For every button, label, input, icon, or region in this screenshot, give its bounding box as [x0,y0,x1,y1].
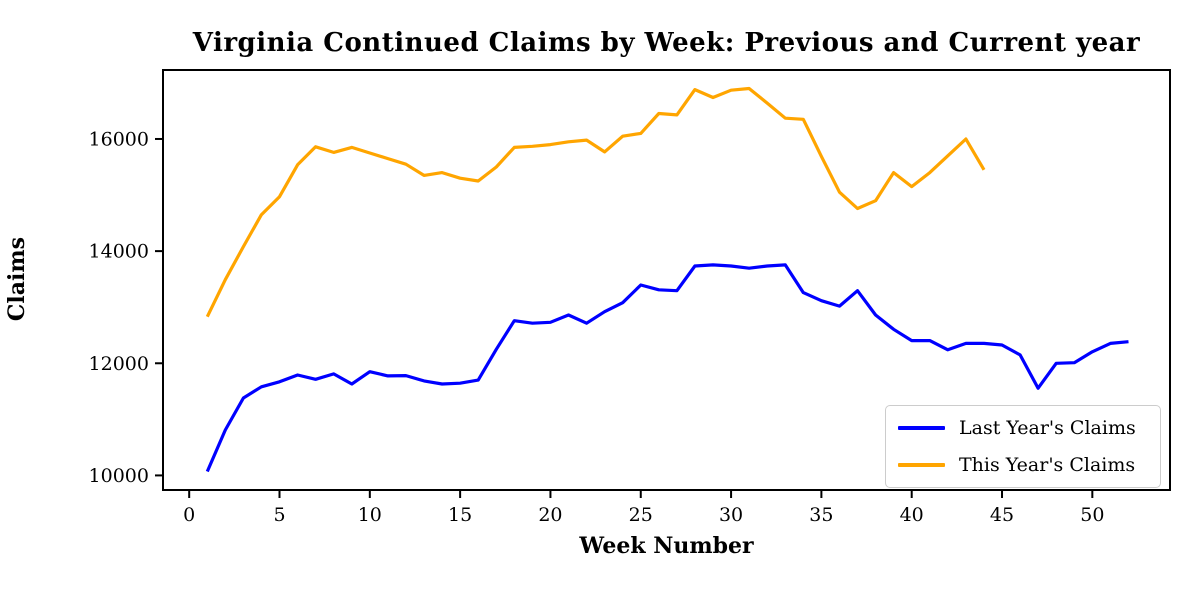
line-last-year-claims [205,263,1129,473]
legend-line-last-year-icon [898,426,945,431]
y-tick-label: 14000 [89,241,149,263]
legend-label-this-year: This Year's Claims [959,453,1136,476]
x-tick-label: 35 [809,504,833,526]
y-tick-label: 10000 [89,465,149,487]
legend-entry-last-year: Last Year's Claims [898,412,1148,445]
x-tick-label: 40 [900,504,924,526]
chart-title: Virginia Continued Claims by Week: Previ… [192,28,1141,58]
axes-spines [162,69,1171,491]
line-this-year-claims [205,86,986,318]
y-tick-label: 12000 [89,353,149,375]
x-tick-label: 25 [629,504,653,526]
x-tick-label: 15 [448,504,472,526]
legend-line-this-year-icon [898,462,945,467]
x-tick-label: 20 [538,504,562,526]
x-tick-label: 50 [1080,504,1104,526]
legend-entry-this-year: This Year's Claims [898,449,1148,482]
x-tick-label: 5 [273,504,285,526]
x-tick-label: 10 [358,504,382,526]
legend-label-last-year: Last Year's Claims [959,417,1136,440]
x-axis-label: Week Number [579,533,754,559]
x-tick-label: 30 [719,504,743,526]
x-tick-label: 0 [183,504,195,526]
legend: Last Year's Claims This Year's Claims [885,405,1161,488]
y-tick-label: 16000 [89,128,149,150]
x-tick-label: 45 [990,504,1014,526]
y-axis-label: Claims [4,236,30,322]
